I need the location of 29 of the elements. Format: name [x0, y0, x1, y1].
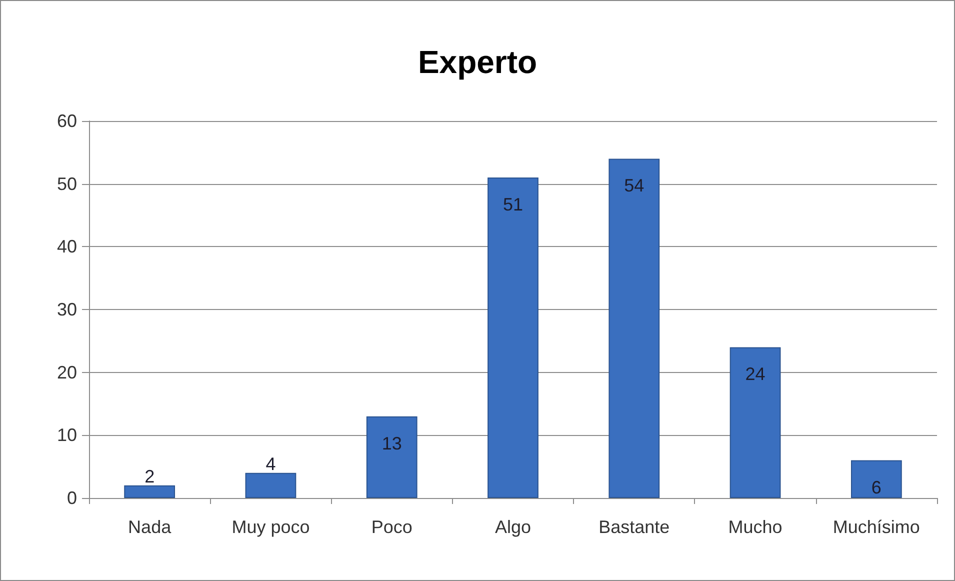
x-tick-label: Algo	[494, 517, 532, 537]
bar	[488, 178, 538, 498]
y-tick-label: 50	[56, 174, 77, 194]
bar	[124, 485, 176, 498]
data-label: 6	[871, 477, 882, 498]
data-label: 24	[745, 364, 766, 384]
bar	[850, 460, 902, 498]
bar	[730, 347, 781, 498]
y-tick-label: 10	[56, 425, 77, 446]
bar	[608, 158, 660, 498]
bar	[245, 472, 296, 498]
y-tick-label: 20	[56, 362, 77, 382]
x-tick-label: Nada	[128, 517, 172, 537]
x-tick-label: Poco	[371, 517, 412, 537]
y-tick-label: 40	[56, 236, 77, 257]
y-tick-label: 60	[56, 111, 77, 131]
bar	[366, 416, 418, 498]
x-tick-label: Muy poco	[232, 517, 310, 537]
chart-title: Experto	[418, 44, 538, 80]
data-label: 13	[382, 433, 402, 454]
data-label: 2	[144, 466, 155, 486]
y-tick-label: 0	[66, 488, 77, 508]
x-tick-label: Muchísimo	[832, 517, 920, 537]
data-label: 4	[266, 454, 276, 474]
x-tick-label: Mucho	[728, 517, 782, 537]
x-tick-label: Bastante	[598, 517, 670, 537]
data-label: 54	[624, 176, 644, 196]
data-label: 51	[502, 194, 524, 215]
y-tick-label: 30	[56, 300, 77, 320]
